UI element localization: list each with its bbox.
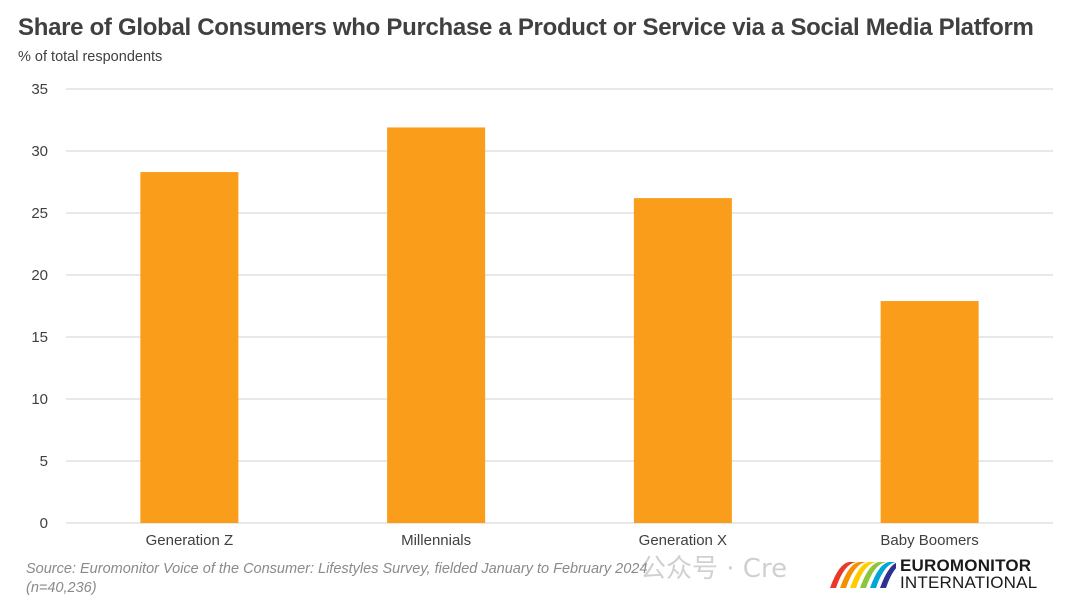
logo-stripe bbox=[830, 561, 856, 588]
y-tick-label: 0 bbox=[40, 515, 48, 532]
x-tick-label: Baby Boomers bbox=[880, 532, 978, 549]
logo-text-line-1: EUROMONITOR bbox=[900, 556, 1032, 575]
euromonitor-logo: EUROMONITOR INTERNATIONAL bbox=[828, 554, 1048, 594]
y-tick-label: 30 bbox=[31, 143, 48, 160]
logo-stripe bbox=[850, 561, 876, 588]
x-tick-label: Generation Z bbox=[146, 532, 234, 549]
y-tick-label: 25 bbox=[31, 205, 48, 222]
source-line-2: (n=40,236) bbox=[26, 580, 97, 596]
logo-text-line-2: INTERNATIONAL bbox=[900, 573, 1038, 592]
bar-generation-x bbox=[633, 198, 732, 523]
chart-title: Share of Global Consumers who Purchase a… bbox=[18, 14, 1034, 41]
bar-baby-boomers bbox=[880, 301, 979, 523]
y-tick-label: 15 bbox=[31, 329, 48, 346]
chart-subtitle: % of total respondents bbox=[18, 49, 163, 65]
bar-millennials bbox=[387, 127, 486, 523]
source-line-1: Source: Euromonitor Voice of the Consume… bbox=[26, 561, 648, 577]
source-note: Source: Euromonitor Voice of the Consume… bbox=[26, 560, 647, 598]
logo-stripe bbox=[870, 561, 896, 588]
bar-chart: 0 5 10 15 20 25 30 35 Generation Z Millennials Gen… bbox=[31, 81, 1053, 549]
x-tick-label: Millennials bbox=[401, 532, 471, 549]
y-tick-label: 10 bbox=[31, 391, 48, 408]
y-tick-label: 20 bbox=[31, 267, 48, 284]
watermark: 公众号 · Cre bbox=[640, 554, 788, 584]
bar-generation-z bbox=[140, 172, 239, 523]
y-tick-label: 35 bbox=[31, 81, 48, 98]
x-tick-label: Generation X bbox=[639, 532, 727, 549]
logo-stripes-icon bbox=[830, 561, 896, 588]
logo-stripe bbox=[860, 561, 886, 588]
logo-stripe bbox=[880, 562, 896, 588]
logo-stripe bbox=[840, 561, 866, 588]
y-tick-label: 5 bbox=[40, 453, 48, 470]
